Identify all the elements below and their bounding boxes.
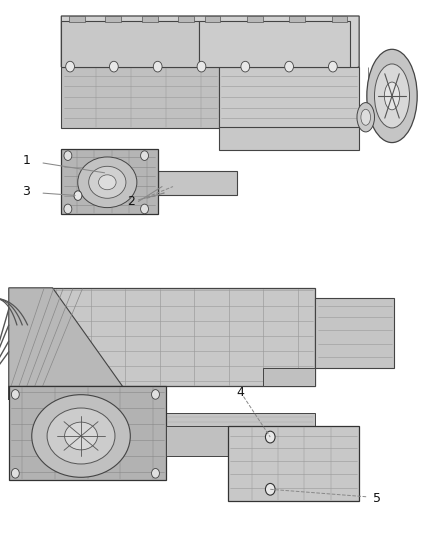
Ellipse shape — [65, 422, 97, 450]
Ellipse shape — [99, 175, 116, 190]
Circle shape — [110, 61, 118, 72]
Polygon shape — [263, 368, 315, 386]
Polygon shape — [61, 67, 219, 128]
Circle shape — [141, 151, 148, 160]
Polygon shape — [166, 413, 315, 432]
Polygon shape — [247, 16, 263, 22]
Polygon shape — [289, 16, 305, 22]
Circle shape — [152, 469, 159, 478]
Polygon shape — [219, 127, 359, 150]
Polygon shape — [142, 16, 158, 22]
Circle shape — [153, 61, 162, 72]
Ellipse shape — [384, 82, 399, 110]
Circle shape — [265, 483, 275, 495]
Polygon shape — [61, 16, 359, 83]
Circle shape — [265, 431, 275, 443]
Polygon shape — [228, 426, 359, 501]
Text: 2: 2 — [127, 195, 135, 208]
Ellipse shape — [361, 109, 371, 125]
Polygon shape — [61, 21, 199, 67]
Circle shape — [11, 469, 19, 478]
Circle shape — [241, 61, 250, 72]
Circle shape — [64, 204, 72, 214]
Polygon shape — [205, 16, 220, 22]
Ellipse shape — [374, 64, 410, 128]
Polygon shape — [332, 16, 347, 22]
Polygon shape — [199, 21, 350, 67]
Polygon shape — [158, 171, 237, 195]
Polygon shape — [219, 67, 359, 128]
Polygon shape — [9, 288, 315, 386]
Ellipse shape — [357, 102, 374, 132]
Text: 4: 4 — [236, 386, 244, 399]
Ellipse shape — [32, 394, 131, 478]
Circle shape — [152, 390, 159, 399]
Polygon shape — [315, 298, 394, 368]
Circle shape — [66, 61, 74, 72]
Polygon shape — [178, 16, 194, 22]
Ellipse shape — [78, 157, 137, 207]
Circle shape — [197, 61, 206, 72]
Ellipse shape — [367, 50, 417, 142]
Polygon shape — [9, 386, 166, 480]
Circle shape — [64, 151, 72, 160]
Ellipse shape — [88, 166, 126, 198]
Circle shape — [74, 191, 82, 200]
Text: 3: 3 — [22, 185, 30, 198]
Ellipse shape — [47, 408, 115, 464]
Polygon shape — [105, 16, 121, 22]
Text: 1: 1 — [22, 155, 30, 167]
Circle shape — [11, 390, 19, 399]
Polygon shape — [69, 16, 85, 22]
Circle shape — [328, 61, 337, 72]
Circle shape — [141, 204, 148, 214]
Polygon shape — [9, 288, 123, 400]
Text: 5: 5 — [373, 492, 381, 505]
Polygon shape — [166, 426, 228, 456]
Polygon shape — [61, 149, 158, 214]
Circle shape — [285, 61, 293, 72]
